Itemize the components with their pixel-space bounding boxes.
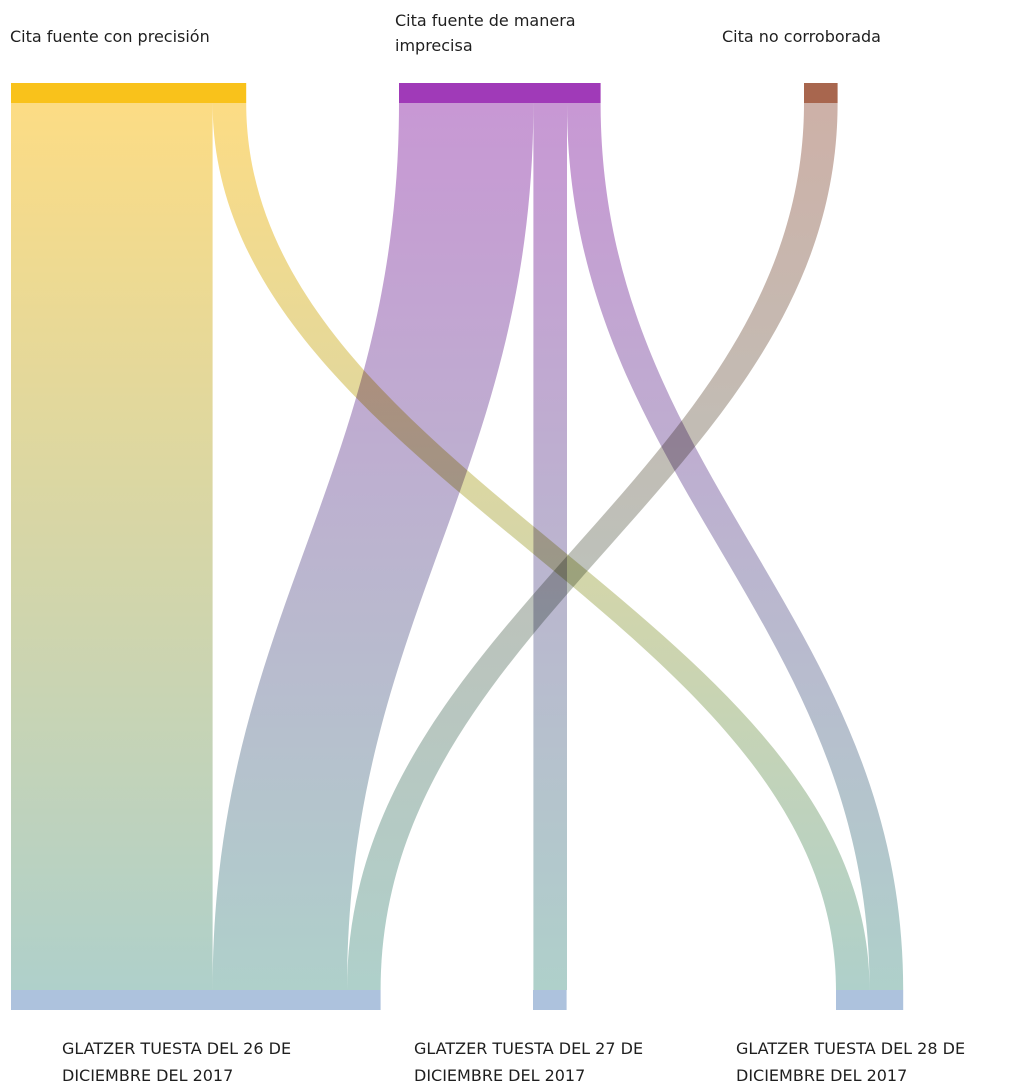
target-node-dec-26: [11, 990, 381, 1010]
target-label-dec-26: GLATZER TUESTA DEL 26 DE DICIEMBRE DEL 2…: [62, 1039, 292, 1085]
target-label-dec-27: GLATZER TUESTA DEL 27 DE DICIEMBRE DEL 2…: [414, 1039, 644, 1085]
source-node-uncorroborated: [804, 83, 838, 103]
flow-precise-to-dec-26: [11, 103, 213, 990]
target-node-dec-27: [533, 990, 567, 1010]
flow-imprecise-to-dec-28: [567, 103, 904, 990]
source-label-uncorroborated: Cita no corroborada: [722, 27, 881, 46]
source-node-precise: [11, 83, 247, 103]
flow-imprecise-to-dec-26: [212, 103, 534, 990]
source-label-imprecise: Cita fuente de manera imprecisa: [395, 11, 576, 55]
target-label-dec-28: GLATZER TUESTA DEL 28 DE DICIEMBRE DEL 2…: [736, 1039, 966, 1085]
target-node-dec-28: [836, 990, 904, 1010]
flow-imprecise-to-dec-27: [533, 103, 567, 990]
source-node-imprecise: [399, 83, 601, 103]
source-label-precise: Cita fuente con precisión: [10, 27, 210, 46]
flow-uncorroborated-to-dec-26: [347, 103, 838, 990]
